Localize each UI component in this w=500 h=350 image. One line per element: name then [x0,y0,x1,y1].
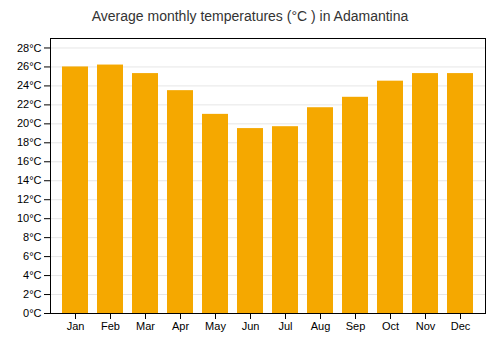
svg-text:Apr: Apr [172,320,189,332]
svg-text:16°C: 16°C [17,155,42,167]
svg-text:Aug: Aug [311,320,331,332]
svg-text:22°C: 22°C [17,98,42,110]
svg-text:0°C: 0°C [23,307,42,319]
svg-text:20°C: 20°C [17,117,42,129]
svg-text:Feb: Feb [101,320,120,332]
svg-text:Mar: Mar [136,320,155,332]
svg-text:26°C: 26°C [17,60,42,72]
svg-text:Oct: Oct [382,320,399,332]
svg-text:18°C: 18°C [17,136,42,148]
svg-text:12°C: 12°C [17,193,42,205]
svg-text:Nov: Nov [416,320,436,332]
svg-text:Jun: Jun [242,320,260,332]
svg-text:8°C: 8°C [23,231,42,243]
svg-text:6°C: 6°C [23,250,42,262]
svg-text:4°C: 4°C [23,269,42,281]
html-text:Average monthly temperatures (: Average monthly temperatures (°C ) in Ad… [91,8,409,24]
svg-text:28°C: 28°C [17,42,42,54]
svg-text:Jul: Jul [278,320,292,332]
svg-text:10°C: 10°C [17,212,42,224]
svg-text:Sep: Sep [346,320,366,332]
svg-text:May: May [205,320,226,332]
svg-text:2°C: 2°C [23,288,42,300]
svg-text:24°C: 24°C [17,79,42,91]
svg-text:Dec: Dec [451,320,471,332]
svg-text:Jan: Jan [67,320,85,332]
svg-text:14°C: 14°C [17,174,42,186]
